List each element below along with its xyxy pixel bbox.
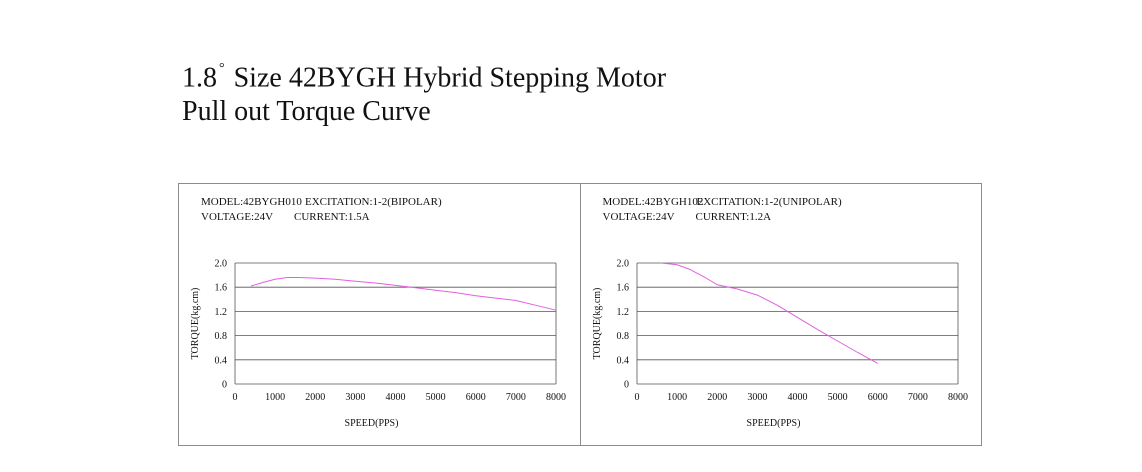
- x-tick-label: 2000: [305, 392, 325, 403]
- x-tick-label: 5000: [426, 392, 446, 403]
- x-tick-label: 2000: [707, 392, 727, 403]
- x-tick-label: 0: [634, 392, 639, 403]
- x-axis-title: SPEED(PPS): [746, 418, 800, 429]
- voltage-label: VOLTAGE:24V: [602, 211, 675, 223]
- title-line-2: Pull out Torque Curve: [182, 96, 431, 128]
- degree-symbol: °: [219, 61, 225, 76]
- current-label: CURRENT:1.2A: [695, 211, 772, 223]
- y-tick-label: 2.0: [616, 259, 629, 270]
- y-tick-label: 0: [222, 380, 227, 391]
- x-tick-label: 7000: [506, 392, 526, 403]
- x-tick-label: 3000: [345, 392, 365, 403]
- y-tick-label: 1.6: [616, 283, 629, 294]
- y-tick-label: 1.2: [215, 307, 228, 318]
- x-tick-label: 4000: [787, 392, 807, 403]
- x-tick-label: 4000: [386, 392, 406, 403]
- torque-curve-line: [660, 262, 878, 364]
- chart-panel-unipolar: MODEL:42BYGH102EXCITATION:1-2(UNIPOLAR) V…: [579, 184, 982, 445]
- x-tick-label: 1000: [667, 392, 687, 403]
- y-tick-label: 0.4: [215, 355, 228, 366]
- x-tick-label: 6000: [466, 392, 486, 403]
- x-tick-label: 0: [233, 392, 238, 403]
- y-tick-label: 0.8: [215, 331, 228, 342]
- torque-curve-line: [250, 277, 557, 311]
- y-tick-label: 0.4: [616, 355, 629, 366]
- x-tick-label: 7000: [907, 392, 927, 403]
- model-label: MODEL:42BYGH102: [602, 196, 704, 208]
- x-tick-label: 1000: [265, 392, 285, 403]
- excitation-label: EXCITATION:1-2(BIPOLAR): [305, 196, 442, 208]
- torque-chart-svg: 0 0.4 0.8 1.2 1.6 2.0 0 1000 2000 3000 4000 5000 600…: [190, 259, 566, 430]
- y-tick-label: 1.6: [215, 283, 228, 294]
- title-line-1: 1.8 ° Size 42BYGH Hybrid Stepping Motor: [182, 56, 666, 95]
- title-number: 1.8: [182, 62, 217, 94]
- y-axis-title: TORQUE(kg.cm): [190, 288, 201, 360]
- y-tick-label: 2.0: [215, 259, 228, 270]
- excitation-label: EXCITATION:1-2(UNIPOLAR): [696, 196, 842, 208]
- y-tick-label: 0.8: [616, 331, 629, 342]
- x-tick-label: 5000: [827, 392, 847, 403]
- torque-chart-svg: 0 0.4 0.8 1.2 1.6 2.0 0 1000 2000 3000 4000 5000 600…: [592, 259, 968, 430]
- y-tick-label: 0: [624, 380, 629, 391]
- voltage-label: VOLTAGE:24V: [201, 211, 274, 223]
- x-axis-title: SPEED(PPS): [345, 418, 399, 429]
- motor-info: MODEL:42BYGH102EXCITATION:1-2(UNIPOLAR) V…: [603, 195, 842, 225]
- current-label: CURRENT:1.5A: [294, 211, 370, 223]
- chart-panel-bipolar: MODEL:42BYGH010 EXCITATION:1-2(BIPOLAR) VO…: [179, 184, 580, 445]
- x-tick-label: 8000: [948, 392, 968, 403]
- y-tick-label: 1.2: [616, 307, 629, 318]
- y-axis-title: TORQUE(kg.cm): [592, 288, 603, 360]
- x-tick-label: 8000: [546, 392, 566, 403]
- chart-title: 1.8 ° Size 42BYGH Hybrid Stepping Motor P…: [182, 56, 666, 129]
- x-tick-label: 3000: [747, 392, 767, 403]
- motor-info: MODEL:42BYGH010 EXCITATION:1-2(BIPOLAR) VO…: [201, 195, 442, 225]
- model-label: MODEL:42BYGH010: [201, 196, 302, 208]
- x-tick-label: 6000: [867, 392, 887, 403]
- title-text: Size 42BYGH Hybrid Stepping Motor: [233, 62, 667, 94]
- chart-panels: MODEL:42BYGH010 EXCITATION:1-2(BIPOLAR) VO…: [178, 183, 982, 446]
